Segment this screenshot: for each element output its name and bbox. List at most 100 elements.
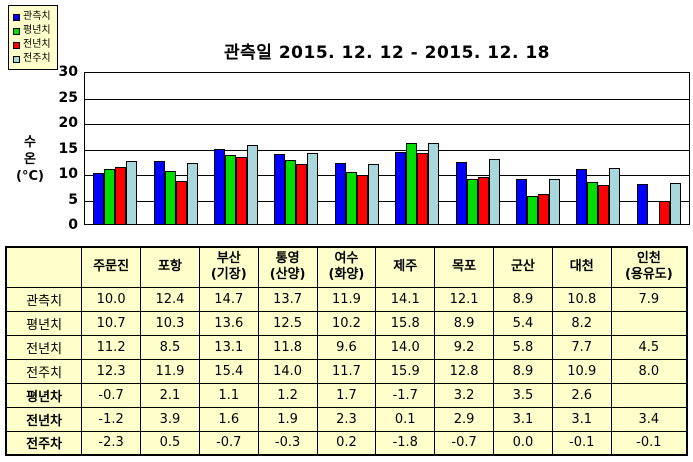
- column-header-9: 인천 (용유도): [610, 246, 688, 288]
- bar-group-6: [447, 73, 507, 224]
- column-header-0: 주문진: [81, 246, 142, 288]
- bar-전주치-여수(화양): [367, 164, 379, 224]
- table-row-전년치: 전년치 11.2 8.5 13.1 11.8 9.6 14.0 9.2 5.8 7.7 4.5: [5, 334, 688, 360]
- bar-관측치-여수(화양): [334, 163, 346, 224]
- table-row-평년치: 평년치 10.7 10.3 13.6 12.5 10.2 15.8 8.9 5.4 8.2: [5, 310, 688, 336]
- cell-전년치-8: 7.7: [551, 334, 612, 360]
- cell-전년차-0: -1.2: [81, 406, 142, 432]
- legend-swatch-icon: [13, 55, 20, 63]
- cell-전년차-1: 3.9: [140, 406, 200, 432]
- bar-전년치-포항: [175, 180, 187, 224]
- table-row-평년차: 평년차 -0.7 2.1 1.1 1.2 1.7 -1.7 3.2 3.5 2.6: [5, 382, 688, 408]
- column-header-1: 포항: [140, 246, 200, 288]
- legend-label: 평년치: [23, 25, 51, 36]
- cell-전주치-1: 11.9: [140, 358, 200, 384]
- bar-전주치-인천(용유도): [669, 183, 681, 224]
- bar-chart-plot-area: [84, 72, 690, 225]
- cell-전주치-6: 12.8: [434, 358, 494, 384]
- y-tick-label-5: 5: [68, 191, 78, 208]
- column-header-7: 군산: [493, 246, 553, 288]
- cell-전주차-1: 0.5: [140, 430, 200, 456]
- chart-title: 관측일 2015. 12. 12 - 2015. 12. 18: [224, 43, 550, 63]
- legend-item-2: 전년치: [13, 38, 51, 52]
- y-axis-title: 수 온 (°C): [16, 135, 44, 184]
- legend-swatch-icon: [13, 41, 20, 49]
- cell-전년차-9: 3.4: [610, 406, 688, 432]
- cell-전주차-0: -2.3: [81, 430, 142, 456]
- bar-전주치-부산(기장): [247, 145, 259, 224]
- bar-group-3: [266, 73, 326, 224]
- cell-전주치-3: 14.0: [257, 358, 318, 384]
- cell-전주차-6: -0.7: [434, 430, 494, 456]
- legend-swatch-icon: [13, 27, 20, 35]
- bar-group-0: [85, 73, 145, 224]
- cell-평년치-3: 12.5: [257, 310, 318, 336]
- table-row-전주차: 전주차 -2.3 0.5 -0.7 -0.3 0.2 -1.8 -0.7 0.0 -0.1 -0.1: [5, 430, 688, 456]
- cell-평년차-2: 1.1: [198, 382, 259, 408]
- cell-전년차-8: 3.1: [551, 406, 612, 432]
- gridline-10: [85, 175, 689, 176]
- bar-관측치-인천(용유도): [636, 183, 648, 224]
- bar-전년치-인천(용유도): [658, 201, 670, 224]
- table-row-관측치: 관측치 10.0 12.4 14.7 13.7 11.9 14.1 12.1 8.9 10.8 7.…: [5, 286, 688, 312]
- bar-전년치-주문진: [115, 166, 127, 224]
- chart-legend: 관측치 평년치 전년치 전주치: [8, 5, 58, 70]
- row-label-전년차: 전년차: [5, 406, 83, 432]
- cell-평년치-7: 5.4: [493, 310, 553, 336]
- row-label-전주치: 전주치: [5, 358, 83, 384]
- cell-전년치-9: 4.5: [610, 334, 688, 360]
- column-header-3: 통영 (산양): [257, 246, 318, 288]
- gridline-15: [85, 149, 689, 151]
- y-tick-label-30: 30: [58, 64, 78, 80]
- row-label-전년치: 전년치: [5, 334, 83, 360]
- cell-전년치-5: 14.0: [375, 334, 436, 360]
- legend-label: 전년치: [23, 39, 51, 50]
- cell-관측치-8: 10.8: [551, 286, 612, 312]
- cell-평년치-9: [610, 310, 688, 336]
- bar-group-8: [568, 73, 628, 224]
- cell-관측치-2: 14.7: [198, 286, 259, 312]
- bar-관측치-제주: [395, 152, 407, 224]
- table-row-전년차: 전년차 -1.2 3.9 1.6 1.9 2.3 0.1 2.9 3.1 3.1 3.4: [5, 406, 688, 432]
- y-tick-label-15: 15: [58, 140, 78, 157]
- cell-전년차-3: 1.9: [257, 406, 318, 432]
- cell-평년차-9: [610, 382, 688, 408]
- cell-전주치-0: 12.3: [81, 358, 142, 384]
- cell-관측치-0: 10.0: [81, 286, 142, 312]
- bar-평년치-포항: [164, 171, 176, 224]
- bar-평년치-제주: [406, 143, 418, 224]
- bar-관측치-대천: [576, 168, 588, 224]
- bar-평년치-군산: [527, 196, 539, 224]
- cell-전주치-8: 10.9: [551, 358, 612, 384]
- cell-평년차-1: 2.1: [140, 382, 200, 408]
- cell-전년치-7: 5.8: [493, 334, 553, 360]
- legend-label: 관측치: [23, 11, 51, 22]
- bar-group-2: [206, 73, 266, 224]
- bar-전년치-부산(기장): [236, 157, 248, 224]
- table-corner-cell: [5, 246, 83, 288]
- bar-group-9: [629, 73, 689, 224]
- gridline-20: [85, 124, 689, 125]
- cell-전주차-9: -0.1: [610, 430, 688, 456]
- bar-평년치-부산(기장): [225, 154, 237, 224]
- bar-평년치-통영(산양): [285, 160, 297, 224]
- bar-전주치-주문진: [126, 161, 138, 224]
- table-row-전주치: 전주치 12.3 11.9 15.4 14.0 11.7 15.9 12.8 8.9 10.9 8.…: [5, 358, 688, 384]
- bar-전년치-여수(화양): [356, 175, 368, 224]
- column-header-8: 대천: [551, 246, 612, 288]
- gridline-5: [85, 200, 689, 202]
- cell-평년차-3: 1.2: [257, 382, 318, 408]
- cell-전주차-2: -0.7: [198, 430, 259, 456]
- cell-평년치-8: 8.2: [551, 310, 612, 336]
- cell-평년치-2: 13.6: [198, 310, 259, 336]
- y-tick-label-25: 25: [58, 89, 78, 106]
- cell-전년차-2: 1.6: [198, 406, 259, 432]
- cell-전년차-5: 0.1: [375, 406, 436, 432]
- bar-평년치-목포: [466, 178, 478, 224]
- column-header-2: 부산 (기장): [198, 246, 259, 288]
- cell-전주치-7: 8.9: [493, 358, 553, 384]
- cell-평년치-0: 10.7: [81, 310, 142, 336]
- bar-전주치-포항: [186, 163, 198, 224]
- row-label-전주차: 전주차: [5, 430, 83, 456]
